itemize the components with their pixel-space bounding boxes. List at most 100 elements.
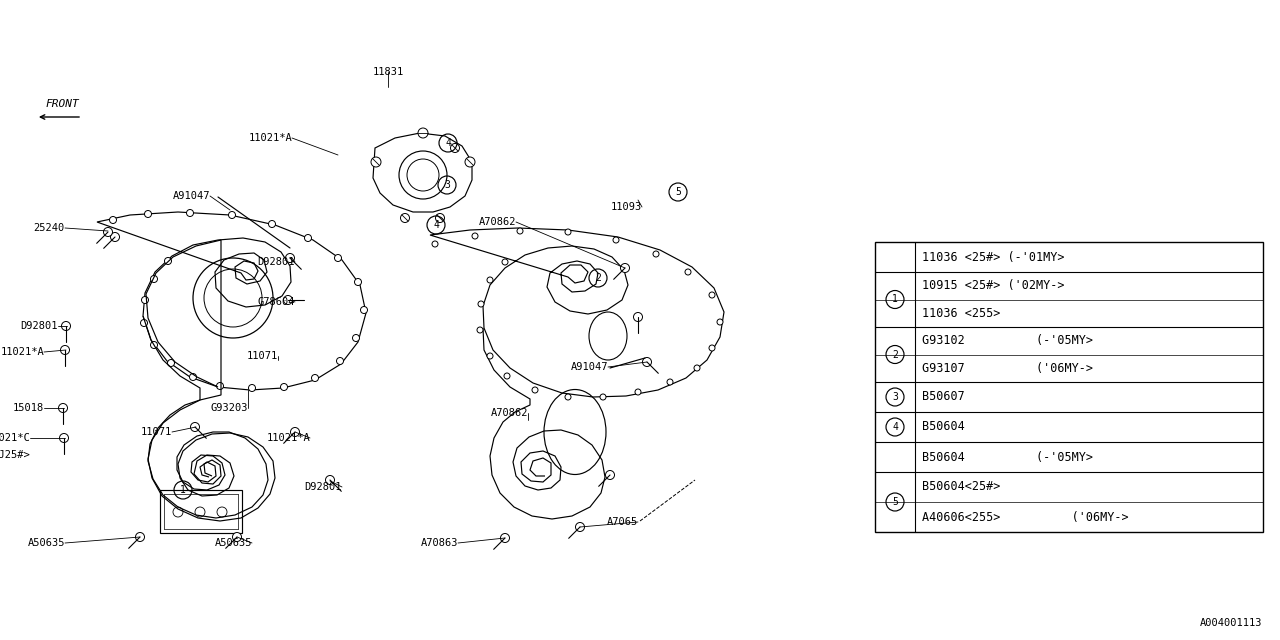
Text: A7065: A7065	[607, 517, 637, 527]
Circle shape	[334, 255, 342, 262]
Circle shape	[355, 278, 361, 285]
Circle shape	[141, 319, 147, 326]
Text: 1: 1	[892, 294, 899, 305]
Circle shape	[486, 353, 493, 359]
Text: G78604: G78604	[257, 297, 294, 307]
Text: A70863: A70863	[421, 538, 458, 548]
Circle shape	[605, 470, 614, 479]
Circle shape	[401, 214, 410, 223]
Circle shape	[283, 296, 293, 305]
Text: 11036 <25#> (-'01MY>: 11036 <25#> (-'01MY>	[922, 250, 1065, 264]
Text: 3: 3	[444, 180, 451, 190]
Text: D92801: D92801	[305, 482, 342, 492]
Circle shape	[371, 157, 381, 167]
Circle shape	[504, 373, 509, 379]
Circle shape	[325, 476, 334, 484]
Text: 15018: 15018	[13, 403, 44, 413]
Circle shape	[433, 241, 438, 247]
Text: 4: 4	[892, 422, 899, 432]
Text: D92801: D92801	[20, 321, 58, 331]
Text: A40606<255>          ('06MY->: A40606<255> ('06MY->	[922, 511, 1129, 524]
Circle shape	[685, 269, 691, 275]
Text: 11021*A: 11021*A	[266, 433, 310, 443]
Circle shape	[280, 383, 288, 390]
Text: B50604          (-'05MY>: B50604 (-'05MY>	[922, 451, 1093, 463]
Text: A91047: A91047	[571, 362, 608, 372]
Text: 5: 5	[892, 497, 899, 507]
Text: B50607: B50607	[922, 390, 965, 403]
Circle shape	[248, 385, 256, 392]
Circle shape	[311, 374, 319, 381]
Text: 1: 1	[180, 485, 186, 495]
Circle shape	[465, 157, 475, 167]
Circle shape	[477, 327, 483, 333]
Circle shape	[60, 346, 69, 355]
Circle shape	[187, 209, 193, 216]
Circle shape	[305, 234, 311, 241]
Circle shape	[613, 237, 620, 243]
Circle shape	[59, 403, 68, 413]
Circle shape	[352, 335, 360, 342]
Text: 11071: 11071	[247, 351, 278, 361]
Circle shape	[564, 229, 571, 235]
Text: 11021*A: 11021*A	[0, 347, 44, 357]
Text: A70862: A70862	[490, 408, 529, 418]
Circle shape	[61, 321, 70, 330]
Text: <EJ25#>: <EJ25#>	[0, 450, 29, 460]
Circle shape	[136, 532, 145, 541]
Circle shape	[709, 292, 716, 298]
Circle shape	[451, 143, 460, 152]
Text: A004001113: A004001113	[1199, 618, 1262, 628]
Circle shape	[600, 394, 605, 400]
Circle shape	[653, 251, 659, 257]
Text: B50604<25#>: B50604<25#>	[922, 481, 1001, 493]
Text: 11021*C: 11021*C	[0, 433, 29, 443]
Circle shape	[517, 228, 524, 234]
Text: 5: 5	[675, 187, 681, 197]
Text: G93203: G93203	[210, 403, 248, 413]
Circle shape	[229, 211, 236, 218]
Circle shape	[477, 301, 484, 307]
Circle shape	[191, 422, 200, 431]
Circle shape	[269, 221, 275, 227]
Circle shape	[291, 428, 300, 436]
Circle shape	[110, 216, 116, 223]
Text: 11831: 11831	[372, 67, 403, 77]
Text: 10915 <25#> ('02MY->: 10915 <25#> ('02MY->	[922, 279, 1065, 292]
Text: A91047: A91047	[173, 191, 210, 201]
Circle shape	[151, 275, 157, 282]
Circle shape	[667, 379, 673, 385]
Circle shape	[621, 264, 630, 273]
Circle shape	[435, 214, 444, 223]
Circle shape	[59, 433, 69, 442]
Circle shape	[643, 358, 652, 367]
Circle shape	[532, 387, 538, 393]
Circle shape	[285, 253, 294, 262]
Text: 11093: 11093	[611, 202, 643, 212]
Circle shape	[635, 389, 641, 395]
Circle shape	[189, 374, 197, 381]
Circle shape	[576, 522, 585, 531]
Circle shape	[168, 360, 174, 367]
Circle shape	[151, 342, 157, 349]
Text: 11021*A: 11021*A	[248, 133, 292, 143]
Text: 11036 <255>: 11036 <255>	[922, 307, 1001, 320]
Circle shape	[419, 128, 428, 138]
Circle shape	[104, 227, 113, 237]
Text: FRONT: FRONT	[45, 99, 79, 109]
Circle shape	[500, 534, 509, 543]
Circle shape	[216, 383, 224, 390]
Circle shape	[337, 358, 343, 365]
Text: 3: 3	[892, 392, 899, 402]
Circle shape	[165, 257, 172, 264]
Text: 4: 4	[433, 220, 439, 230]
Text: 25240: 25240	[33, 223, 65, 233]
Text: 2: 2	[892, 349, 899, 360]
Circle shape	[145, 211, 151, 218]
Text: A50635: A50635	[27, 538, 65, 548]
Circle shape	[717, 319, 723, 325]
Text: B50604: B50604	[922, 420, 965, 433]
Circle shape	[486, 277, 493, 283]
Circle shape	[634, 312, 643, 321]
Text: 4: 4	[445, 138, 451, 148]
